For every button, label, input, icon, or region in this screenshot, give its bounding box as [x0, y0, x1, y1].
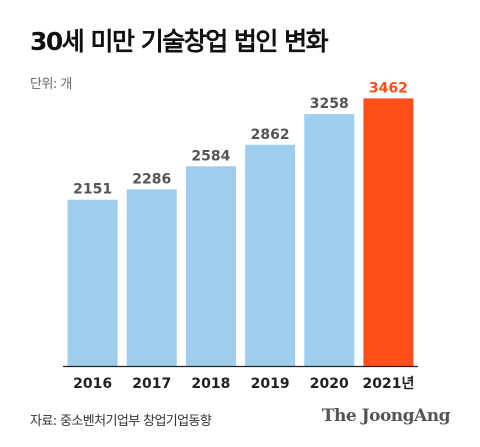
bar-2020: [304, 114, 355, 366]
value-label-2019: 2862: [251, 127, 290, 143]
bar-2018: [185, 166, 236, 366]
x-tick-2017: 2017: [132, 376, 171, 392]
bar-2016: [67, 199, 118, 366]
source-note: 자료: 중소벤처기업부 창업기업동향: [30, 414, 212, 429]
x-tick-2016: 2016: [73, 376, 112, 392]
x-tick-2019: 2019: [251, 376, 290, 392]
x-tick-2021년: 2021년: [362, 376, 414, 392]
bar-2021년: [363, 98, 414, 366]
x-tick-2018: 2018: [191, 376, 230, 392]
value-label-2016: 2151: [73, 182, 112, 198]
bar-2019: [245, 144, 296, 366]
brand-logo: The JoongAng: [321, 406, 451, 426]
value-label-2018: 2584: [191, 148, 230, 164]
chart-title: 30세 미만 기술창업 법인 변화: [30, 27, 329, 56]
value-label-2021년: 3462: [369, 80, 408, 96]
unit-label: 단위: 개: [30, 77, 72, 92]
value-label-2017: 2286: [132, 171, 171, 187]
value-label-2020: 3258: [310, 96, 349, 112]
x-tick-2020: 2020: [310, 376, 349, 392]
bar-2017: [126, 189, 177, 366]
